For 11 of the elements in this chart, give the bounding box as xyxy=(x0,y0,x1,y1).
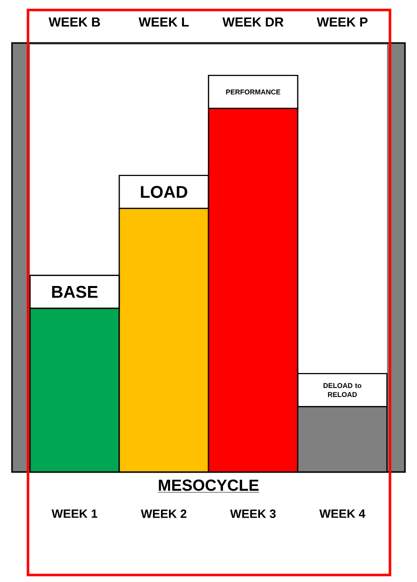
annotation: BASE xyxy=(52,286,98,298)
text: WEEK L xyxy=(138,18,189,26)
x-tick-label: WEEK 1 xyxy=(52,510,98,518)
x-tick-label: WEEK 2 xyxy=(140,510,186,518)
text: WEEK P xyxy=(316,18,368,26)
text: WEEK B xyxy=(48,18,100,26)
x-tick-label: WEEK 3 xyxy=(230,510,276,518)
x-tick-label: WEEK 4 xyxy=(319,510,366,518)
x-axis-title: MESOCYCLE xyxy=(158,480,259,491)
annotation: LOAD xyxy=(140,186,188,198)
text: WEEK DR xyxy=(222,18,284,26)
